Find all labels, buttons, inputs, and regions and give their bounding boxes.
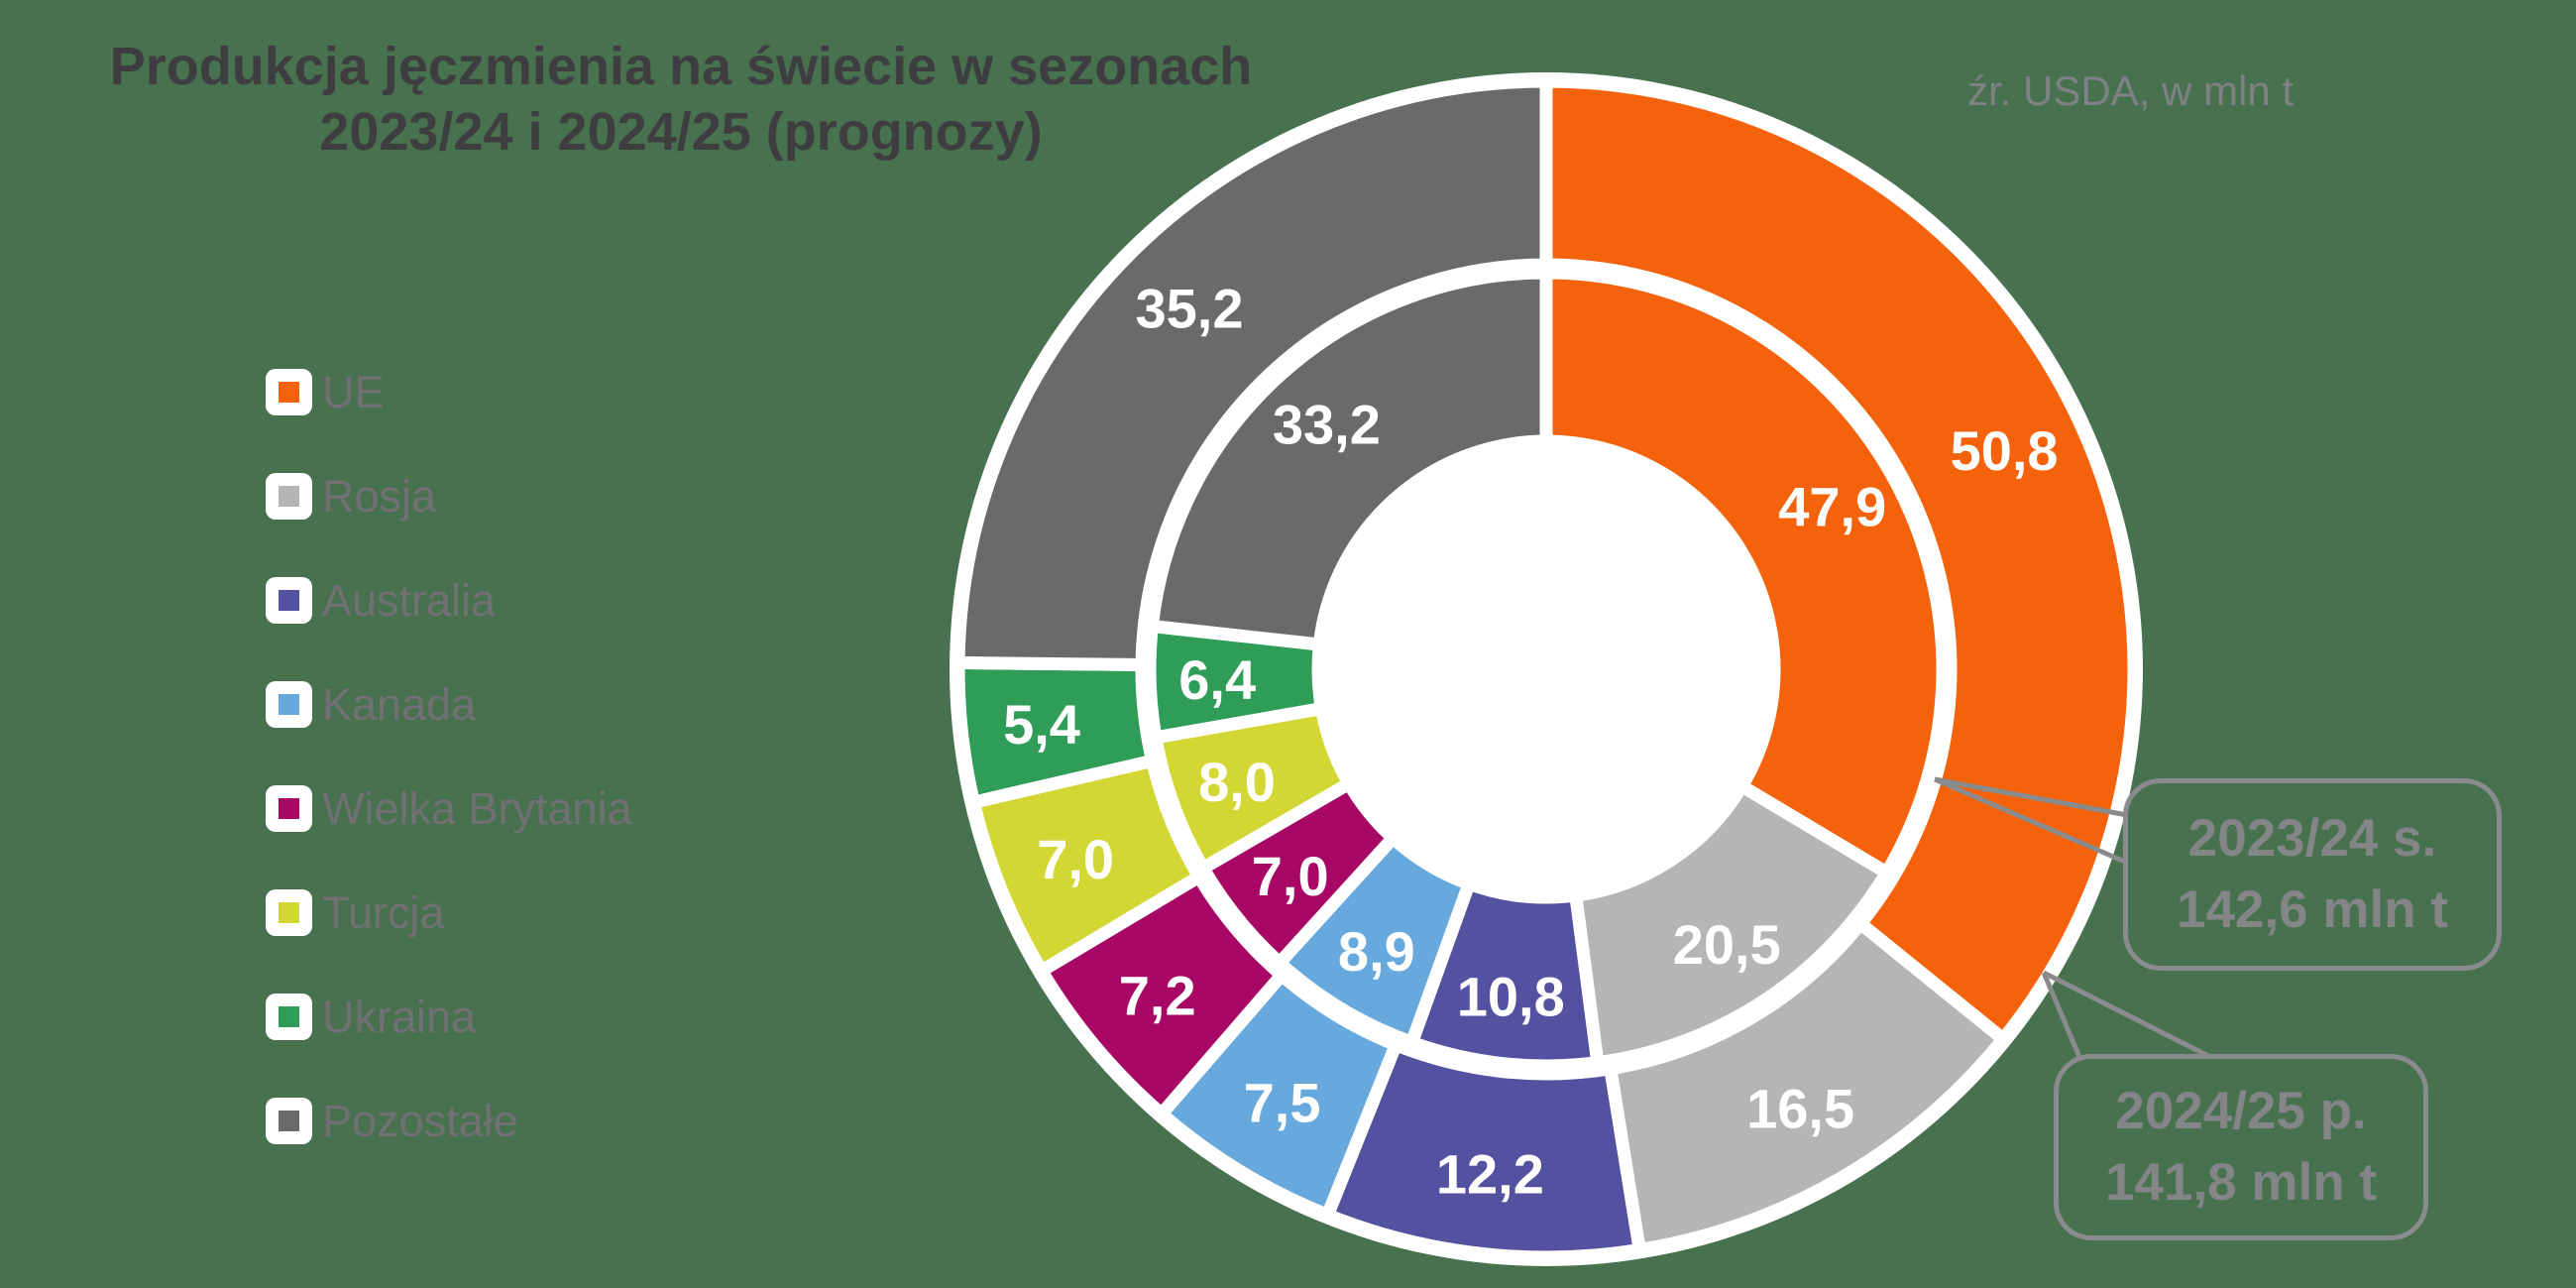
legend-swatch [266,473,312,520]
legend-item-ukraina: Ukraina [266,991,632,1042]
value-label-inner-wielka-brytania: 7,0 [1252,845,1329,907]
value-label-inner-kanada: 8,9 [1338,920,1415,983]
legend-label: Rosja [322,470,437,522]
legend-color-chip [279,590,299,611]
value-label-outer-rosja: 16,5 [1746,1078,1854,1140]
chart-title-line2: 2023/24 i 2024/25 (prognozy) [319,102,1043,162]
legend-item-kanada: Kanada [266,678,632,730]
legend-swatch [266,1098,312,1144]
callout-total-value: 141,8 mln t [2105,1153,2377,1212]
segment-outer-pozostale [952,74,1553,672]
callout-total-value: 142,6 mln t [2177,880,2448,939]
legend-swatch [266,369,312,415]
callout-season-2023-24: 2023/24 s. 142,6 mln t [2123,778,2502,971]
chart-title: Produkcja jęczmienia na świecie w sezona… [12,34,1350,165]
legend-color-chip [279,1006,299,1027]
legend-color-chip [279,486,299,507]
legend-swatch [266,785,312,832]
value-label-outer-pozostale: 35,2 [1135,277,1243,339]
legend-color-chip [279,902,299,923]
value-label-outer-ue: 50,8 [1951,419,2059,482]
value-label-inner-ue: 47,9 [1778,476,1886,538]
callout-2023-leader-line [1934,776,2128,866]
callout-season-label: 2023/24 s. [2187,809,2437,868]
source-note: źr. USDA, w mln t [1967,67,2295,114]
legend-color-chip [279,694,299,715]
legend-label: UE [322,366,385,417]
legend: UE Rosja Australia Kanada Wielka Brytani… [266,366,632,1202]
legend-swatch [266,681,312,728]
legend-item-australia: Australia [266,574,632,626]
legend-label: Wielka Brytania [322,782,632,834]
legend-color-chip [279,382,299,403]
legend-label: Australia [322,574,497,626]
legend-item-ue: UE [266,366,632,417]
legend-label: Pozostałe [322,1095,518,1146]
value-label-outer-australia: 12,2 [1436,1142,1544,1205]
value-label-outer-turcja: 7,0 [1037,828,1114,890]
legend-color-chip [279,1111,299,1131]
callout-2023-leader-line [1934,776,2128,818]
value-label-inner-ukraina: 6,4 [1178,648,1256,711]
value-label-outer-ukraina: 5,4 [1003,693,1080,756]
callout-season-2024-25: 2024/25 p. 141,8 mln t [2054,1054,2428,1240]
legend-swatch [266,577,312,624]
legend-item-rosja: Rosja [266,470,632,522]
legend-label: Kanada [322,678,477,730]
legend-item-turcja: Turcja [266,886,632,938]
legend-label: Turcja [322,886,445,938]
legend-label: Ukraina [322,991,477,1042]
legend-color-chip [279,798,299,819]
callout-2024-leader-line [2041,972,2082,1058]
legend-swatch [266,889,312,936]
segment-inner-pozostale [1145,266,1553,652]
value-label-outer-kanada: 7,5 [1244,1072,1321,1134]
callout-2024-leader-line [2042,970,2212,1060]
chart-title-line1: Produkcja jęczmienia na świecie w sezona… [109,37,1253,96]
legend-item-pozostale: Pozostałe [266,1095,632,1146]
legend-item-wielka-brytania: Wielka Brytania [266,782,632,834]
value-label-inner-turcja: 8,0 [1198,751,1276,813]
segment-inner-rosja [1568,776,1896,1070]
value-label-inner-pozostale: 33,2 [1273,393,1381,455]
value-label-outer-wielka-brytania: 7,2 [1119,965,1196,1027]
segment-inner-ue [1539,266,1950,881]
legend-swatch [266,994,312,1040]
value-label-inner-australia: 10,8 [1457,966,1565,1028]
callout-season-label: 2024/25 p. [2115,1082,2367,1140]
value-label-inner-rosja: 20,5 [1673,913,1781,976]
